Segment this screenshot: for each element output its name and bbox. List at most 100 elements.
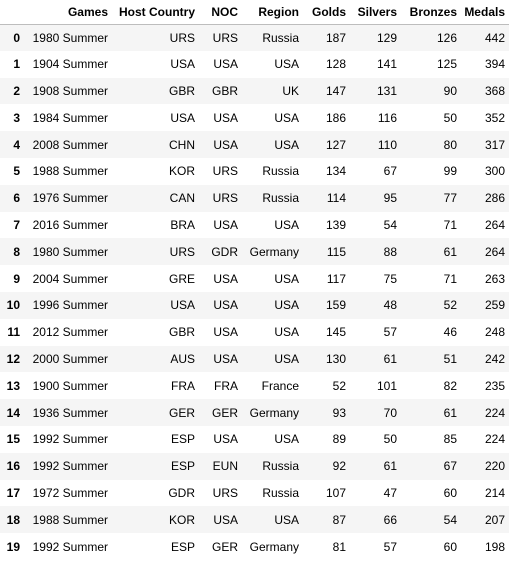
cell-games: 1992 Summer [32, 539, 108, 554]
cell-games: 1980 Summer [32, 244, 108, 259]
cell-bronzes: 54 [443, 512, 457, 527]
cell-games: 2008 Summer [32, 137, 108, 152]
cell-games: 1984 Summer [32, 110, 108, 125]
cell-region: Germany [249, 244, 299, 259]
cell-host-country: FRA [171, 378, 195, 393]
header-silvers: Silvers [350, 0, 401, 25]
cell-golds: 147 [325, 83, 346, 98]
cell-host-country: USA [170, 57, 195, 72]
cell-games: 1988 Summer [32, 164, 108, 179]
cell-medals: 317 [484, 137, 505, 152]
cell-silvers: 116 [377, 110, 397, 125]
table-row: 7 2016 Summer BRA USA USA 139 54 71 264 [0, 211, 509, 239]
cell-silvers: 61 [383, 459, 397, 474]
cell-host-country: USA [170, 110, 195, 125]
cell-games: 1988 Summer [32, 512, 108, 527]
cell-host-country: GRE [168, 271, 195, 286]
cell-noc: USA [213, 137, 238, 152]
cell-golds: 81 [332, 539, 346, 554]
cell-noc: GER [211, 405, 238, 420]
cell-silvers: 131 [376, 83, 397, 98]
cell-medals: 259 [484, 298, 505, 313]
cell-bronzes: 67 [443, 459, 457, 474]
cell-bronzes: 125 [436, 57, 457, 72]
cell-silvers: 75 [383, 271, 397, 286]
row-index: 4 [13, 137, 20, 152]
cell-medals: 442 [484, 30, 505, 45]
cell-golds: 87 [332, 512, 346, 527]
header-host-country: Host Country [112, 0, 199, 25]
row-index: 12 [6, 351, 20, 366]
cell-silvers: 57 [383, 325, 397, 340]
cell-region: Russia [262, 459, 299, 474]
cell-games: 1900 Summer [32, 378, 108, 393]
row-index: 19 [6, 539, 20, 554]
cell-region: USA [274, 351, 299, 366]
row-index: 8 [13, 244, 20, 259]
cell-golds: 127 [325, 137, 346, 152]
cell-region: UK [282, 83, 299, 98]
cell-noc: URS [212, 485, 238, 500]
cell-region: Germany [249, 539, 299, 554]
cell-noc: FRA [214, 378, 238, 393]
cell-region: Russia [262, 191, 299, 206]
cell-host-country: URS [169, 244, 195, 259]
cell-medals: 248 [484, 325, 505, 340]
table-row: 16 1992 Summer ESP EUN Russia 92 61 67 220 [0, 452, 509, 480]
cell-silvers: 66 [383, 512, 397, 527]
cell-host-country: URS [169, 30, 195, 45]
cell-bronzes: 99 [443, 164, 457, 179]
cell-region: Russia [262, 485, 299, 500]
cell-noc: URS [212, 164, 238, 179]
row-index: 11 [7, 325, 20, 340]
cell-medals: 300 [484, 164, 505, 179]
table-row: 17 1972 Summer GDR URS Russia 107 47 60 214 [0, 479, 509, 507]
cell-host-country: ESP [170, 459, 195, 474]
cell-bronzes: 51 [443, 351, 457, 366]
cell-golds: 107 [325, 485, 346, 500]
table-row: 3 1984 Summer USA USA USA 186 116 50 352 [0, 104, 509, 132]
table-row: 0 1980 Summer URS URS Russia 187 129 126 442 [0, 24, 509, 51]
table-row: 13 1900 Summer FRA FRA France 52 101 82 235 [0, 372, 509, 400]
cell-region: USA [274, 57, 299, 72]
cell-silvers: 57 [383, 539, 397, 554]
cell-host-country: BRA [170, 217, 195, 232]
cell-golds: 89 [332, 432, 346, 447]
table-row: 15 1992 Summer ESP USA USA 89 50 85 224 [0, 425, 509, 453]
table-body: 0 1980 Summer URS URS Russia 187 129 126 442 1 190… [0, 24, 509, 560]
cell-games: 1972 Summer [32, 485, 108, 500]
cell-games: 1936 Summer [32, 405, 108, 420]
header-golds: Golds [303, 0, 350, 25]
table-row: 4 2008 Summer CHN USA USA 127 110 80 317 [0, 131, 509, 158]
cell-host-country: GDR [168, 485, 195, 500]
cell-region: USA [274, 110, 299, 125]
cell-noc: USA [213, 298, 238, 313]
cell-golds: 139 [325, 217, 346, 232]
cell-noc: GDR [211, 244, 238, 259]
cell-silvers: 61 [383, 351, 397, 366]
header-medals: Medals [461, 0, 509, 25]
cell-noc: URS [212, 191, 238, 206]
cell-bronzes: 50 [443, 110, 457, 125]
header-index [0, 0, 27, 25]
row-index: 14 [6, 405, 20, 420]
cell-host-country: ESP [170, 539, 195, 554]
cell-medals: 263 [484, 271, 505, 286]
cell-silvers: 48 [383, 298, 397, 313]
cell-golds: 187 [325, 30, 346, 45]
cell-bronzes: 61 [443, 405, 457, 420]
cell-host-country: CHN [169, 137, 195, 152]
cell-golds: 130 [325, 351, 346, 366]
cell-silvers: 110 [377, 137, 397, 152]
cell-noc: USA [213, 217, 238, 232]
cell-golds: 186 [325, 110, 346, 125]
row-index: 15 [6, 432, 20, 447]
table-row: 1 1904 Summer USA USA USA 128 141 125 394 [0, 50, 509, 78]
cell-noc: EUN [212, 459, 238, 474]
cell-silvers: 101 [376, 378, 397, 393]
cell-games: 1908 Summer [32, 83, 108, 98]
cell-bronzes: 46 [443, 325, 457, 340]
cell-golds: 92 [332, 459, 346, 474]
cell-golds: 115 [326, 244, 346, 259]
table-row: 14 1936 Summer GER GER Germany 93 70 61 224 [0, 399, 509, 426]
